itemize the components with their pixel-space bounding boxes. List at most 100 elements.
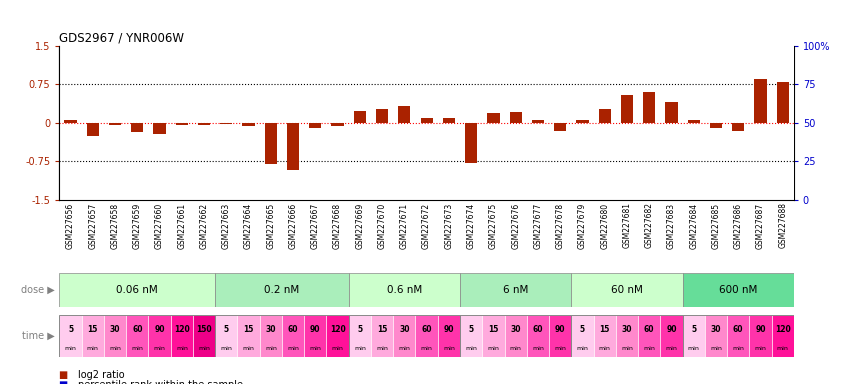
Bar [176,123,188,126]
Text: 120: 120 [174,325,189,334]
Text: 60: 60 [132,325,143,334]
Point [109,158,122,164]
Bar [616,315,638,357]
Text: min: min [532,346,544,351]
Bar [643,92,655,123]
Text: 5: 5 [469,325,474,334]
Bar [349,273,460,307]
Bar [683,315,794,357]
Bar [220,123,233,124]
Text: ■: ■ [59,380,72,384]
Bar [309,123,322,128]
Bar [215,315,238,357]
Text: min: min [576,346,588,351]
Text: min: min [154,346,166,351]
Text: ■: ■ [59,370,72,380]
Bar [487,113,499,123]
Bar [688,120,700,123]
Text: 60: 60 [532,325,543,334]
Bar [683,315,705,357]
Bar [415,315,438,357]
Bar [460,273,571,307]
Bar [661,315,683,357]
Text: min: min [132,346,143,351]
Text: log2 ratio: log2 ratio [78,370,125,380]
Text: 60: 60 [288,325,298,334]
Bar [398,106,410,123]
Bar [171,315,193,357]
Point [242,112,256,118]
Point [598,92,611,98]
Point [308,143,322,149]
Bar [571,315,683,357]
Bar [554,123,566,131]
Text: 5: 5 [224,325,229,334]
Point [220,143,233,149]
Bar [777,82,789,123]
Text: dose ▶: dose ▶ [21,285,55,295]
Text: 15: 15 [488,325,498,334]
Bar [238,315,260,357]
Bar [549,315,571,357]
Text: 120: 120 [329,325,346,334]
Bar [260,315,282,357]
Bar [59,315,215,357]
Point [464,174,478,180]
Bar [154,123,166,134]
Text: 60 nM: 60 nM [611,285,643,295]
Text: 5: 5 [68,325,73,334]
Point [754,58,767,65]
Text: 150: 150 [196,325,212,334]
Text: min: min [644,346,655,351]
Bar [198,123,211,126]
Bar [265,123,277,164]
Bar [104,315,127,357]
Point [776,58,790,65]
Point [86,166,99,172]
Text: min: min [666,346,678,351]
Text: min: min [198,346,210,351]
Point [153,138,166,144]
Text: 15: 15 [377,325,387,334]
Text: 60: 60 [421,325,432,334]
Bar [750,315,772,357]
Bar [599,109,610,123]
Text: 90: 90 [666,325,677,334]
Text: min: min [688,346,700,351]
Point [665,89,678,95]
Text: time ▶: time ▶ [22,331,55,341]
Text: min: min [398,346,410,351]
Point [620,58,633,65]
Bar [304,315,327,357]
Text: 5: 5 [357,325,363,334]
Text: 90: 90 [555,325,565,334]
Bar [371,315,393,357]
Point [375,66,389,72]
Text: 0.2 nM: 0.2 nM [264,285,300,295]
Text: min: min [87,346,98,351]
Bar [243,123,255,126]
Bar [287,123,299,170]
Bar [621,95,633,123]
Bar [509,112,522,123]
Bar [282,315,304,357]
Bar [504,315,526,357]
Bar [349,315,460,357]
Text: GDS2967 / YNR006W: GDS2967 / YNR006W [59,32,183,45]
Text: 30: 30 [110,325,121,334]
Bar [376,109,388,123]
Bar [82,315,104,357]
Point [64,108,77,114]
Bar [571,315,593,357]
Bar [531,120,544,123]
Bar [331,123,344,126]
Bar [109,123,121,126]
Bar [754,79,767,123]
Text: 90: 90 [310,325,321,334]
Bar [132,123,143,132]
Point [331,112,345,118]
Bar [193,315,215,357]
Text: min: min [509,346,521,351]
Bar [393,315,415,357]
Point [687,112,700,118]
